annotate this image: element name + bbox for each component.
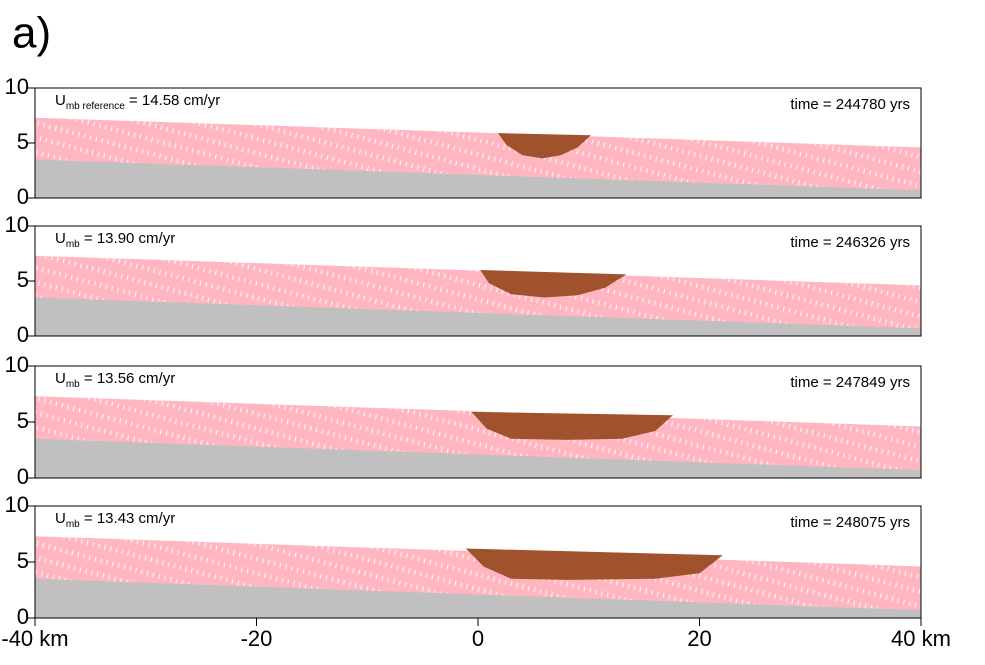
annotation-main: U	[55, 230, 66, 247]
basement	[35, 297, 921, 336]
annotation-rest: = 13.90 cm/yr	[80, 230, 175, 247]
plot-area	[35, 255, 921, 336]
y-tick-label: 0	[17, 184, 29, 209]
lens	[480, 270, 627, 298]
y-tick-label: 0	[17, 322, 29, 347]
x-tick-label: 20	[687, 626, 711, 651]
y-tick-label: 5	[17, 408, 29, 433]
plot-area	[35, 536, 921, 618]
x-tick-label: -40 km	[1, 626, 68, 651]
panel-label: a)	[12, 9, 51, 58]
lens	[465, 548, 723, 580]
annotation-rest: = 14.58 cm/yr	[125, 92, 220, 109]
annotation-main: U	[55, 510, 66, 527]
annotation-sub: mb	[66, 239, 80, 250]
annotation: Umb reference = 14.58 cm/yr	[55, 92, 220, 112]
annotation: Umb = 13.56 cm/yr	[55, 370, 175, 390]
time-label: time = 247849 yrs	[790, 374, 910, 391]
x-tick-label: 40 km	[891, 626, 951, 651]
basement	[35, 159, 921, 198]
annotation-sub: mb reference	[66, 101, 125, 112]
time-label: time = 246326 yrs	[790, 234, 910, 251]
annotation-rest: = 13.56 cm/yr	[80, 370, 175, 387]
y-tick-label: 10	[5, 212, 29, 237]
annotation-main: U	[55, 92, 66, 109]
annotation: Umb = 13.90 cm/yr	[55, 230, 175, 250]
y-tick-label: 10	[5, 352, 29, 377]
plot-area	[35, 117, 921, 198]
plot-area	[35, 396, 921, 478]
basement	[35, 438, 921, 478]
y-tick-label: 5	[17, 267, 29, 292]
annotation-sub: mb	[66, 519, 80, 530]
annotation-sub: mb	[66, 379, 80, 390]
y-tick-label: 5	[17, 129, 29, 154]
y-tick-label: 0	[17, 464, 29, 489]
time-label: time = 248075 yrs	[790, 514, 910, 531]
y-tick-label: 5	[17, 548, 29, 573]
time-label: time = 244780 yrs	[790, 96, 910, 113]
annotation: Umb = 13.43 cm/yr	[55, 510, 175, 530]
lens	[471, 411, 673, 440]
y-tick-label: 10	[5, 74, 29, 99]
annotation-rest: = 13.43 cm/yr	[80, 510, 175, 527]
annotation-main: U	[55, 370, 66, 387]
x-tick-label: -20	[241, 626, 273, 651]
y-tick-label: 10	[5, 492, 29, 517]
y-tick-label: 0	[17, 604, 29, 629]
lens	[497, 133, 591, 159]
x-tick-label: 0	[472, 626, 484, 651]
basement	[35, 578, 921, 618]
